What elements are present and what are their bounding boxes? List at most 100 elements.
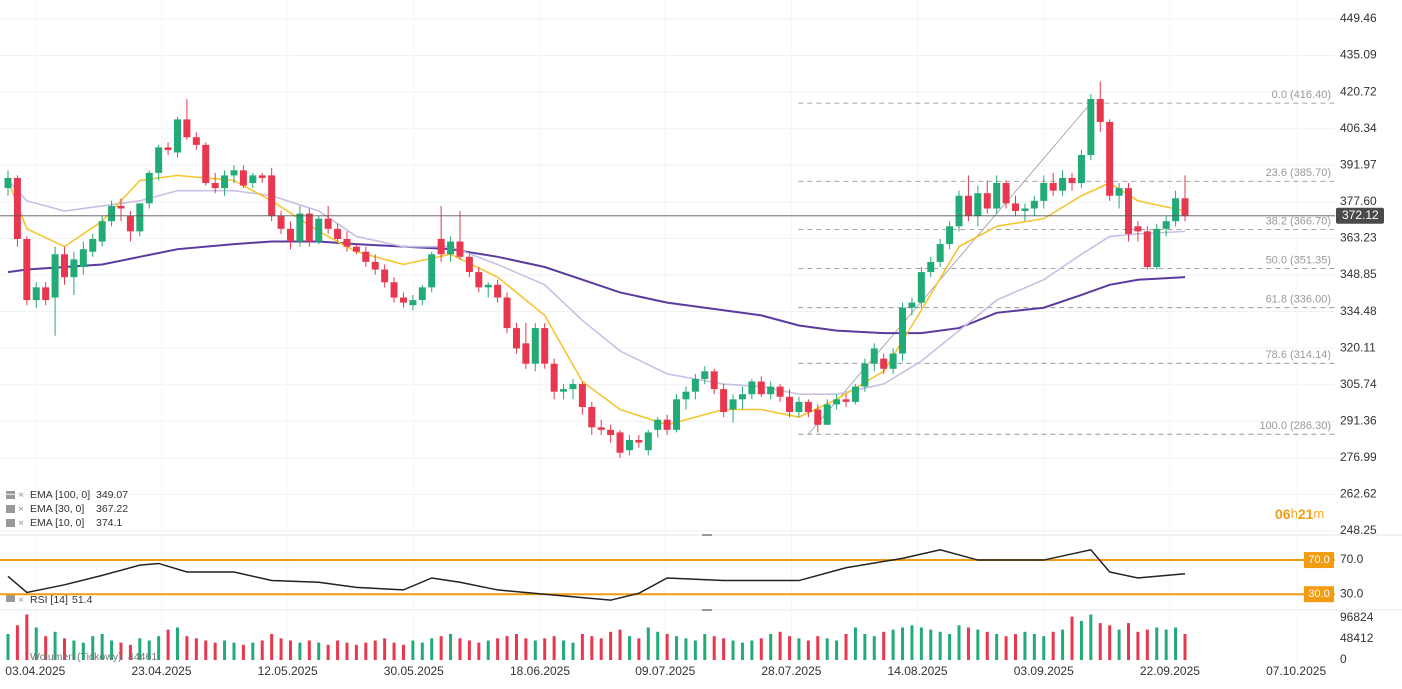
panel-handle[interactable] <box>702 534 712 536</box>
legend-name: EMA [100, 0] <box>30 489 90 501</box>
volume-bar <box>100 633 104 660</box>
candle-body <box>381 269 389 283</box>
volume-bar <box>891 629 895 660</box>
legend-icon-x: × <box>18 503 24 515</box>
volume-tick-label: 48412 <box>1340 631 1374 645</box>
candle-body <box>211 183 219 189</box>
candle-body <box>1077 155 1085 184</box>
rsi-level-label: 70.0 <box>1308 554 1329 566</box>
volume-bar <box>788 636 792 660</box>
candle-body <box>145 172 153 204</box>
candle-body <box>899 307 907 354</box>
candle-body <box>729 399 737 410</box>
candle-body <box>456 241 464 257</box>
candle-body <box>786 396 794 413</box>
candle-body <box>560 389 568 392</box>
candle-body <box>1153 228 1161 267</box>
volume-bar <box>157 636 161 660</box>
candle-body <box>202 144 210 184</box>
volume-bar <box>1051 631 1055 660</box>
volume-bar <box>580 633 584 660</box>
candle-body <box>155 147 163 173</box>
rsi-level-box <box>1304 586 1334 603</box>
volume-bar <box>957 625 961 660</box>
legend-icon[interactable] <box>6 594 15 602</box>
candle-body <box>569 384 577 390</box>
legend-icon[interactable] <box>6 505 15 513</box>
rsi-level-box <box>1304 552 1334 569</box>
candle-body <box>880 358 888 369</box>
volume-bar <box>863 633 867 660</box>
volume-bar <box>81 642 85 660</box>
volume-bar <box>251 642 255 660</box>
fib-label: 50.0 (351.35) <box>1266 255 1331 267</box>
candle-body <box>635 440 643 443</box>
volume-bar <box>665 633 669 660</box>
candle-body <box>512 328 520 349</box>
candle-body <box>494 284 502 298</box>
volume-bar <box>740 642 744 660</box>
candle-body <box>296 213 304 242</box>
candle-body <box>475 272 483 288</box>
volume-bar <box>449 633 453 660</box>
ema-line <box>7 240 1186 335</box>
volume-bar <box>1042 636 1046 660</box>
candle-body <box>23 239 31 301</box>
candle-body <box>851 386 859 402</box>
volume-bar <box>128 644 132 660</box>
volume-bar <box>138 638 142 660</box>
volume-bar <box>910 625 914 660</box>
y-tick-label: 449.46 <box>1340 11 1377 25</box>
volume-bar <box>336 640 340 660</box>
candle-body <box>343 239 351 247</box>
candle-body <box>465 256 473 273</box>
volume-bar <box>693 640 697 660</box>
volume-bar <box>806 640 810 660</box>
volume-bar <box>411 640 415 660</box>
y-tick-label: 248.25 <box>1340 523 1377 537</box>
y-tick-label: 435.09 <box>1340 48 1377 62</box>
legend-icon[interactable] <box>6 519 15 527</box>
legend-value: 349.07 <box>96 489 128 501</box>
volume-bar <box>966 627 970 660</box>
candle-body <box>390 282 398 298</box>
volume-bar <box>25 614 29 660</box>
volume-bar <box>6 633 10 660</box>
candle-body <box>108 205 116 222</box>
x-tick-label: 14.08.2025 <box>888 664 948 678</box>
legend-icon-x: × <box>18 489 24 501</box>
volume-bar <box>91 636 95 660</box>
volume-bar <box>62 638 66 660</box>
y-tick-label: 262.62 <box>1340 487 1377 501</box>
candle-body <box>1162 221 1170 229</box>
volume-bar <box>486 640 490 660</box>
volume-bar <box>1108 625 1112 660</box>
candle-body <box>870 348 878 364</box>
volume-bar <box>420 642 424 660</box>
candle-body <box>964 195 972 217</box>
candle-body <box>4 177 12 189</box>
candle-body <box>1002 183 1010 204</box>
candle-body <box>1172 198 1180 222</box>
candle-body <box>136 203 144 232</box>
volume-bar <box>53 631 57 660</box>
legend-icon[interactable] <box>6 491 15 499</box>
volume-bar <box>995 633 999 660</box>
volume-bar <box>656 631 660 660</box>
volume-bar <box>750 640 754 660</box>
volume-bar <box>496 638 500 660</box>
volume-bar <box>185 636 189 660</box>
volume-bar <box>703 633 707 660</box>
candle-body <box>277 216 285 229</box>
countdown-timer: 06h21m <box>1275 506 1324 522</box>
fib-label: 0.0 (416.40) <box>1272 89 1331 101</box>
x-tick-label: 23.04.2025 <box>131 664 191 678</box>
panel-handle[interactable] <box>702 609 712 611</box>
volume-bar <box>835 640 839 660</box>
y-tick-label: 305.74 <box>1340 377 1377 391</box>
volume-bar <box>467 640 471 660</box>
candle-body <box>955 195 963 227</box>
volume-bar <box>675 636 679 660</box>
candle-body <box>946 226 954 245</box>
timer-part: 21 <box>1298 506 1314 522</box>
